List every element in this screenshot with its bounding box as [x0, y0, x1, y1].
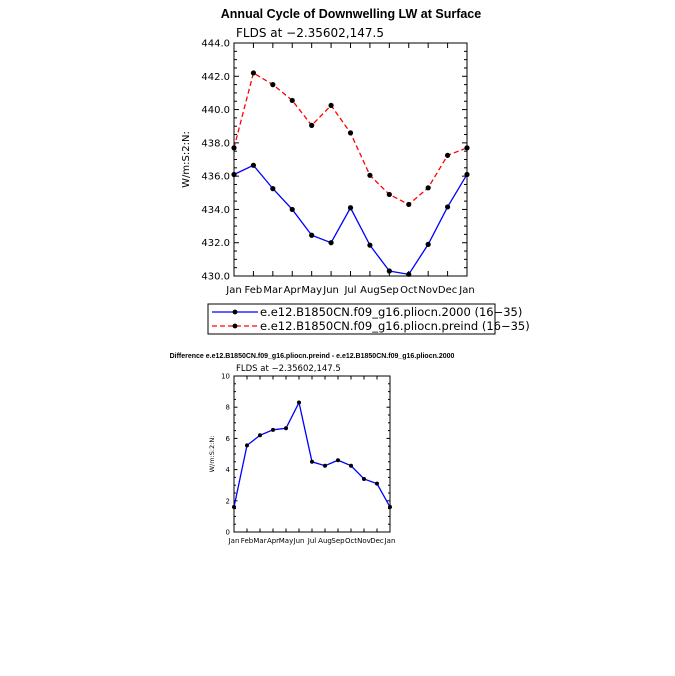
data-point	[258, 433, 262, 438]
x-tick-label: Dec	[370, 537, 384, 545]
data-point	[328, 240, 334, 246]
data-point	[464, 171, 470, 178]
x-tick-label: May	[301, 285, 322, 296]
data-point	[349, 463, 353, 468]
x-tick-label: Nov	[357, 537, 371, 545]
x-tick-label: Oct	[400, 285, 417, 296]
data-point	[232, 505, 236, 510]
data-point	[271, 427, 275, 432]
chart-subtitle: FLDS at −2.35602,147.5	[236, 26, 384, 40]
x-tick-label: Sep	[331, 537, 345, 545]
data-point	[425, 241, 431, 247]
x-tick-label: Mar	[263, 285, 283, 296]
plot-frame	[233, 42, 468, 277]
data-point	[367, 242, 373, 248]
x-tick-label: Jan	[225, 285, 241, 296]
chart-title: Annual Cycle of Downwelling LW at Surfac…	[221, 7, 481, 21]
x-tick-label: Jul	[307, 537, 317, 545]
legend-label-0: e.e12.B1850CN.f09_g16.pliocn.2000 (16−35…	[260, 305, 522, 319]
y-tick-label: 430.0	[201, 272, 230, 283]
data-point	[425, 185, 431, 191]
x-tick-label: Jun	[293, 537, 305, 545]
y-tick-label: 0	[226, 528, 230, 536]
data-point	[284, 426, 288, 431]
data-point	[270, 186, 276, 192]
annual-cycle-chart: Annual Cycle of Downwelling LW at Surfac…	[181, 7, 530, 335]
data-point	[464, 145, 470, 151]
x-tick-label: Nov	[418, 285, 438, 296]
data-point	[406, 201, 412, 208]
y-axis-label: W/m:S:2:N:	[208, 436, 216, 473]
y-tick-label: 432.0	[201, 238, 230, 249]
data-point	[328, 102, 334, 109]
data-point	[347, 205, 354, 211]
x-tick-label: Sep	[380, 285, 399, 296]
x-tick-label: Jan	[384, 537, 396, 545]
data-point	[362, 476, 366, 481]
x-tick-label: Mar	[253, 537, 266, 545]
y-tick-label: 440.0	[201, 105, 230, 116]
data-point	[245, 443, 249, 448]
data-point	[289, 206, 295, 213]
data-point	[309, 122, 315, 128]
y-tick-label: 8	[226, 404, 230, 412]
data-point	[250, 162, 257, 168]
y-tick-label: 444.0	[201, 39, 230, 50]
y-tick-label: 436.0	[201, 172, 230, 183]
x-tick-label: Aug	[360, 285, 380, 296]
data-point	[386, 191, 392, 198]
x-tick-label: Apr	[284, 285, 302, 296]
legend-marker-1	[232, 323, 238, 329]
data-point	[250, 70, 257, 76]
data-point	[444, 204, 451, 210]
legend-label-1: e.e12.B1850CN.f09_g16.pliocn.preind (16−…	[260, 319, 530, 333]
data-point	[388, 505, 392, 510]
data-point	[310, 459, 314, 464]
y-tick-label: 434.0	[201, 205, 230, 216]
data-point	[444, 152, 451, 158]
data-point	[231, 145, 237, 151]
data-point	[231, 171, 237, 178]
data-point	[367, 172, 373, 178]
data-point	[347, 130, 354, 136]
x-tick-label: Feb	[245, 285, 263, 296]
x-tick-label: Aug	[318, 537, 332, 545]
y-tick-label: 4	[226, 466, 231, 474]
y-tick-label: 438.0	[201, 138, 230, 149]
legend-box	[207, 303, 496, 335]
data-point	[375, 481, 379, 486]
x-tick-label: Jan	[458, 285, 474, 296]
x-tick-label: Jan	[228, 537, 240, 545]
data-point	[297, 400, 301, 405]
data-point	[309, 232, 315, 238]
plot-frame	[233, 375, 391, 533]
y-tick-label: 6	[226, 435, 231, 443]
data-point	[289, 97, 295, 104]
series-line-0	[233, 400, 391, 508]
x-tick-label: Oct	[345, 537, 357, 545]
difference-chart: Difference e.e12.B1850CN.f09_g16.pliocn.…	[170, 353, 455, 545]
x-tick-label: Feb	[241, 537, 254, 545]
data-point	[406, 271, 412, 277]
chart-subtitle: FLDS at −2.35602,147.5	[236, 364, 341, 374]
x-tick-label: Jul	[343, 285, 356, 296]
data-point	[386, 268, 392, 274]
x-tick-label: Jun	[322, 285, 339, 296]
y-tick-label: 442.0	[201, 72, 230, 83]
x-tick-label: May	[279, 537, 293, 545]
y-tick-label: 2	[226, 497, 230, 505]
x-tick-label: Apr	[267, 537, 279, 545]
data-point	[323, 463, 327, 468]
data-point	[270, 82, 276, 88]
y-tick-label: 10	[221, 372, 230, 380]
chart-title: Difference e.e12.B1850CN.f09_g16.pliocn.…	[170, 353, 455, 360]
y-axis-label: W/m:S:2:N:	[181, 131, 192, 188]
x-tick-label: Dec	[438, 285, 457, 296]
data-point	[336, 458, 340, 463]
legend-marker-0	[232, 309, 238, 315]
